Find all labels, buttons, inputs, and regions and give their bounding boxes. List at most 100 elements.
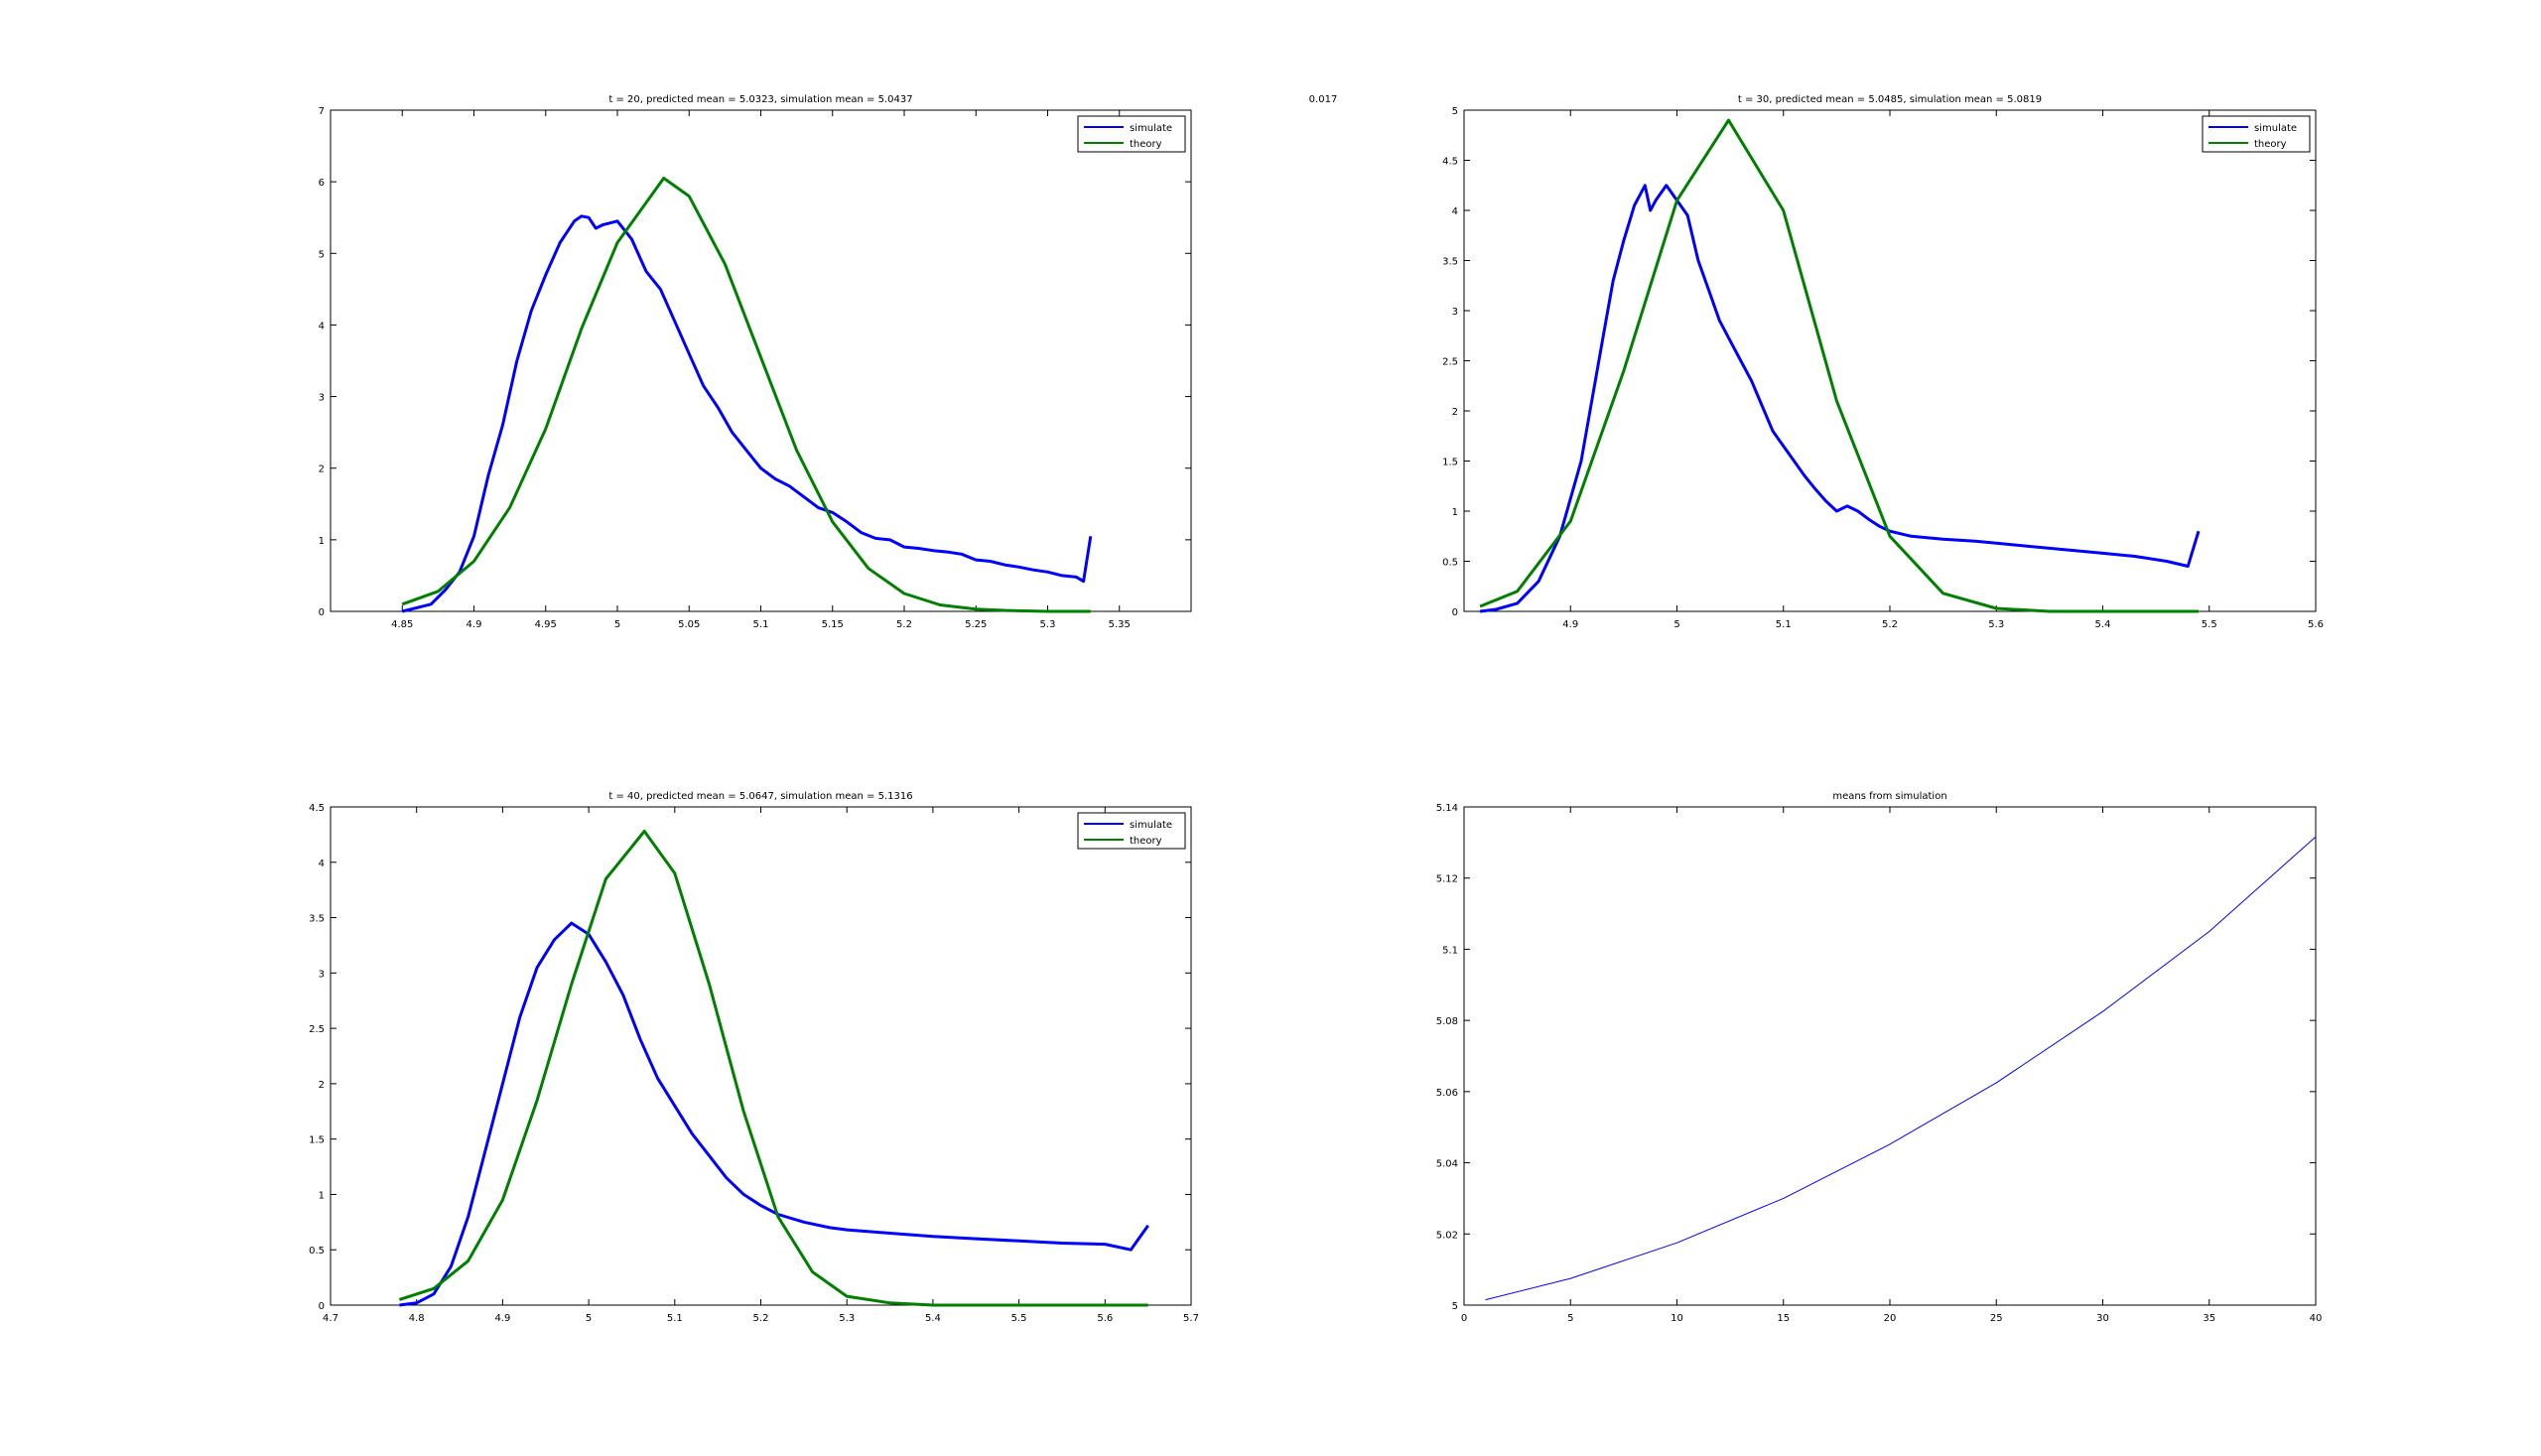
y-tick-label: 2 — [1452, 407, 1458, 418]
x-tick-label: 5.3 — [1040, 619, 1056, 630]
x-tick-label: 5.25 — [965, 619, 987, 630]
series-line-means — [1485, 836, 2317, 1301]
y-tick-label: 0 — [1452, 607, 1458, 618]
y-tick-label: 7 — [319, 106, 325, 117]
legend-label: simulate — [1130, 820, 1172, 831]
series-line-theory — [1479, 118, 2199, 613]
y-tick-label: 4.5 — [309, 803, 325, 814]
subplot-t20: t = 20, predicted mean = 5.0323, simulat… — [319, 94, 1192, 630]
x-tick-label: 5.6 — [1097, 1313, 1113, 1324]
x-tick-label: 5 — [614, 619, 620, 630]
x-tick-label: 4.9 — [1562, 619, 1578, 630]
axes-frame — [1463, 806, 2317, 1306]
y-tick-label: 1 — [319, 1190, 325, 1201]
series-line-simulate — [399, 921, 1149, 1307]
x-tick-label: 4.95 — [535, 619, 557, 630]
series-line-simulate — [401, 214, 1093, 613]
legend-label: simulate — [1130, 123, 1172, 134]
y-tick-label: 4.5 — [1442, 157, 1458, 168]
y-tick-label: 4 — [319, 321, 325, 331]
x-tick-label: 5.4 — [2095, 619, 2111, 630]
y-tick-label: 2.5 — [309, 1024, 325, 1035]
x-tick-label: 5.05 — [678, 619, 700, 630]
chart-title: t = 40, predicted mean = 5.0647, simulat… — [608, 791, 912, 802]
x-tick-label: 4.9 — [494, 1313, 510, 1324]
y-tick-label: 1 — [1452, 507, 1458, 518]
x-tick-label: 4.9 — [467, 619, 482, 630]
y-tick-label: 5.08 — [1436, 1016, 1458, 1027]
x-tick-label: 4.85 — [391, 619, 413, 630]
series-line-theory — [398, 830, 1148, 1307]
chart-title: means from simulation — [1832, 791, 1946, 802]
y-tick-label: 2 — [319, 1080, 325, 1091]
axes-frame — [330, 806, 1192, 1306]
legend-label: simulate — [2254, 123, 2297, 134]
x-tick-label: 5.1 — [667, 1313, 683, 1324]
x-tick-label: 5.15 — [822, 619, 844, 630]
x-tick-label: 5 — [1567, 1313, 1573, 1324]
x-tick-label: 30 — [2096, 1313, 2109, 1324]
x-tick-label: 5.4 — [925, 1313, 941, 1324]
x-tick-label: 5.1 — [1776, 619, 1792, 630]
y-tick-label: 5 — [319, 249, 325, 260]
y-tick-label: 6 — [319, 178, 325, 189]
y-tick-label: 3 — [319, 969, 325, 980]
subplot-t30: t = 30, predicted mean = 5.0485, simulat… — [1442, 94, 2324, 630]
legend — [1077, 812, 1186, 850]
y-tick-label: 3.5 — [1442, 257, 1458, 268]
x-tick-label: 5.35 — [1109, 619, 1131, 630]
x-tick-label: 5.2 — [1882, 619, 1898, 630]
y-tick-label: 4 — [1452, 206, 1458, 217]
x-tick-label: 5.2 — [896, 619, 912, 630]
x-tick-label: 5 — [586, 1313, 592, 1324]
x-tick-label: 5.7 — [1183, 1313, 1199, 1324]
x-tick-label: 5.2 — [753, 1313, 769, 1324]
x-tick-label: 25 — [1990, 1313, 2003, 1324]
x-tick-label: 5.6 — [2308, 619, 2324, 630]
y-tick-label: 3 — [1452, 307, 1458, 318]
y-tick-label: 5.04 — [1436, 1159, 1458, 1170]
y-tick-label: 5 — [1452, 1301, 1458, 1312]
legend-label: theory — [2254, 139, 2287, 150]
chart-title: t = 20, predicted mean = 5.0323, simulat… — [608, 94, 912, 105]
x-tick-label: 10 — [1671, 1313, 1683, 1324]
y-tick-label: 5.06 — [1436, 1088, 1458, 1099]
x-tick-label: 35 — [2203, 1313, 2215, 1324]
x-tick-label: 4.7 — [323, 1313, 338, 1324]
legend — [2202, 115, 2311, 153]
x-tick-label: 5.5 — [1011, 1313, 1027, 1324]
y-tick-label: 5.02 — [1436, 1230, 1458, 1241]
y-tick-label: 1.5 — [1442, 458, 1458, 468]
y-tick-label: 3.5 — [309, 914, 325, 925]
x-tick-label: 20 — [1884, 1313, 1897, 1324]
y-tick-label: 4 — [319, 859, 325, 869]
series-line-simulate — [1479, 184, 2201, 613]
y-tick-label: 1.5 — [309, 1135, 325, 1146]
y-tick-label: 5.14 — [1436, 803, 1458, 814]
series-line-theory — [401, 177, 1091, 613]
y-tick-label: 2 — [319, 464, 325, 475]
x-tick-label: 40 — [2310, 1313, 2323, 1324]
figure-annotation: 0.017 — [1309, 94, 1338, 105]
y-tick-label: 0 — [319, 1301, 325, 1312]
y-tick-label: 1 — [319, 536, 325, 547]
y-tick-label: 2.5 — [1442, 357, 1458, 368]
y-tick-label: 0 — [319, 607, 325, 618]
legend-label: theory — [1130, 139, 1162, 150]
x-tick-label: 5.3 — [1988, 619, 2004, 630]
y-tick-label: 0.5 — [309, 1246, 325, 1257]
y-tick-label: 0.5 — [1442, 558, 1458, 569]
subplot-t40: t = 40, predicted mean = 5.0647, simulat… — [309, 791, 1199, 1324]
legend — [1077, 115, 1186, 153]
x-tick-label: 5.5 — [2202, 619, 2217, 630]
x-tick-label: 0 — [1461, 1313, 1467, 1324]
y-tick-label: 5 — [1452, 106, 1458, 117]
y-tick-label: 5.1 — [1442, 945, 1458, 956]
x-tick-label: 5 — [1673, 619, 1679, 630]
legend-label: theory — [1130, 836, 1162, 847]
chart-title: t = 30, predicted mean = 5.0485, simulat… — [1738, 94, 2042, 105]
y-tick-label: 3 — [319, 393, 325, 404]
x-tick-label: 15 — [1777, 1313, 1790, 1324]
